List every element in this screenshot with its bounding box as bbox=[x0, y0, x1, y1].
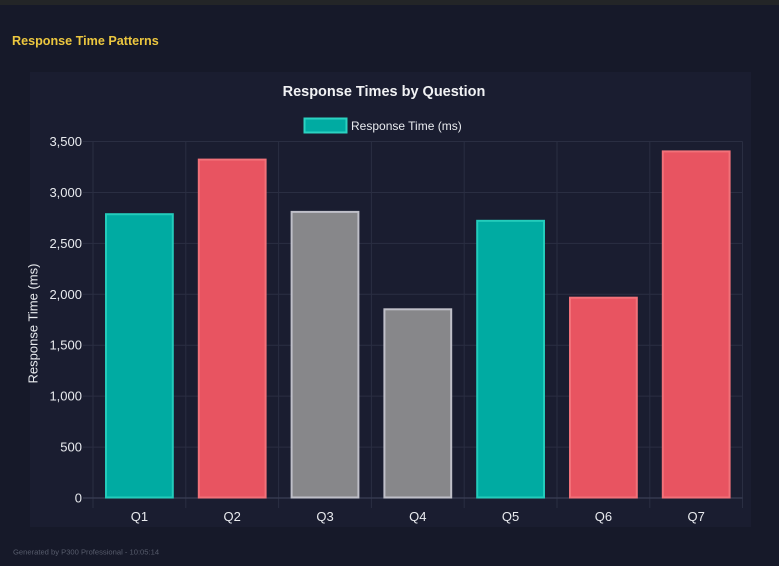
svg-text:3,500: 3,500 bbox=[49, 134, 82, 149]
svg-text:Generated by P300 Professional: Generated by P300 Professional - 10:05:1… bbox=[13, 548, 159, 557]
svg-text:3,000: 3,000 bbox=[49, 185, 82, 200]
svg-text:Q1: Q1 bbox=[131, 509, 148, 524]
svg-text:Response Time (ms): Response Time (ms) bbox=[351, 119, 462, 133]
svg-text:Q6: Q6 bbox=[595, 509, 612, 524]
svg-text:Response Times by Question: Response Times by Question bbox=[283, 84, 486, 100]
svg-text:Response Time Patterns: Response Time Patterns bbox=[12, 34, 159, 48]
svg-text:500: 500 bbox=[60, 440, 82, 455]
svg-text:2,500: 2,500 bbox=[49, 236, 82, 251]
svg-text:Q2: Q2 bbox=[224, 509, 241, 524]
svg-text:1,500: 1,500 bbox=[49, 338, 82, 353]
svg-text:Response Time (ms): Response Time (ms) bbox=[26, 264, 41, 384]
svg-text:Q5: Q5 bbox=[502, 509, 519, 524]
svg-text:Q3: Q3 bbox=[316, 509, 333, 524]
svg-text:0: 0 bbox=[75, 491, 82, 506]
svg-text:Q4: Q4 bbox=[409, 509, 426, 524]
svg-text:Q7: Q7 bbox=[688, 509, 705, 524]
svg-text:1,000: 1,000 bbox=[49, 389, 82, 404]
svg-text:2,000: 2,000 bbox=[49, 287, 82, 302]
